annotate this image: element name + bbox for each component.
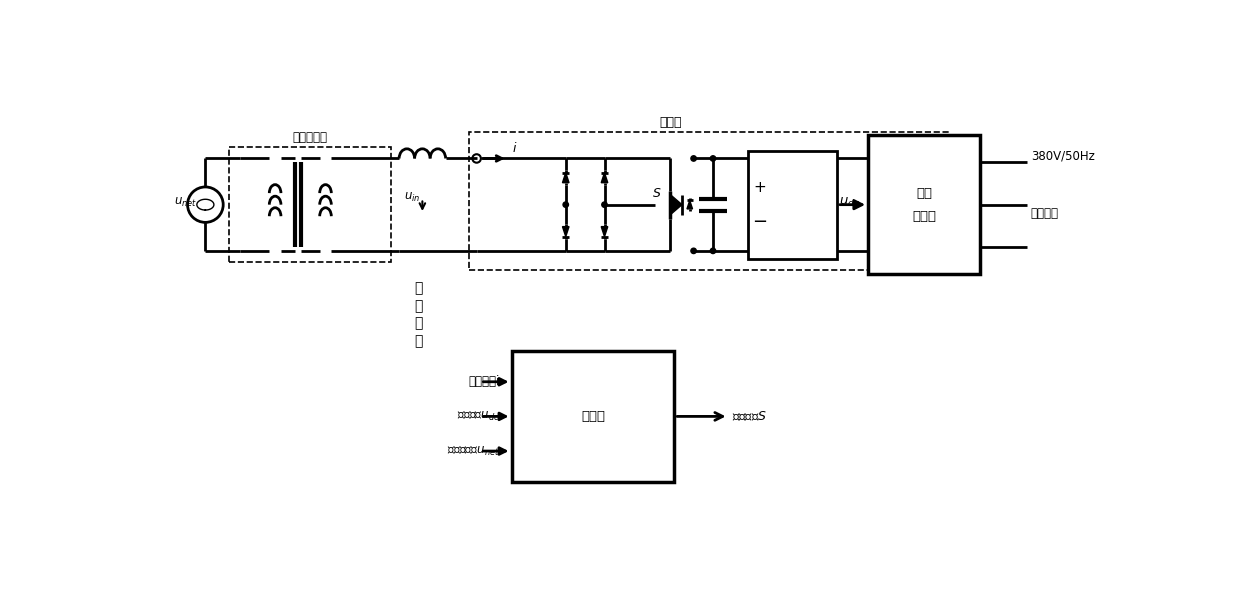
Bar <box>868 135 981 274</box>
Text: 三相: 三相 <box>916 187 932 200</box>
Text: −: − <box>751 213 768 231</box>
Text: 流: 流 <box>414 299 423 313</box>
Text: 控制器: 控制器 <box>580 410 605 423</box>
Text: 牵引变压器: 牵引变压器 <box>293 131 327 144</box>
Polygon shape <box>601 173 608 183</box>
Text: 交流电流i: 交流电流i <box>469 375 500 388</box>
Text: 逆变器: 逆变器 <box>913 210 936 223</box>
Text: $i$: $i$ <box>511 141 517 154</box>
Text: $u_{dc}$: $u_{dc}$ <box>839 196 861 209</box>
Circle shape <box>563 202 568 207</box>
Circle shape <box>691 248 697 253</box>
Text: 交: 交 <box>414 282 423 296</box>
Polygon shape <box>563 227 569 237</box>
Polygon shape <box>601 227 608 237</box>
Bar <box>469 131 950 270</box>
Text: 交流输出: 交流输出 <box>1030 207 1059 220</box>
Circle shape <box>711 155 715 161</box>
Polygon shape <box>563 173 569 183</box>
Circle shape <box>691 155 697 161</box>
Text: 入: 入 <box>414 334 423 348</box>
Text: 380V/50Hz: 380V/50Hz <box>1030 150 1095 163</box>
Text: 脉冲指令$S$: 脉冲指令$S$ <box>733 410 768 423</box>
Text: 输: 输 <box>414 316 423 330</box>
Text: 直流电压$u_{dc}$: 直流电压$u_{dc}$ <box>458 410 500 423</box>
Bar <box>511 351 675 482</box>
Text: $u_{in}$: $u_{in}$ <box>404 190 420 204</box>
Text: +: + <box>753 180 766 195</box>
Circle shape <box>711 248 715 253</box>
Polygon shape <box>671 194 682 214</box>
Text: 接触网电压$u_{net}$: 接触网电压$u_{net}$ <box>446 445 500 458</box>
Polygon shape <box>687 200 692 209</box>
Bar <box>748 151 837 259</box>
Bar <box>228 147 392 263</box>
Text: $u_{net}$: $u_{net}$ <box>175 196 197 209</box>
Circle shape <box>601 202 608 207</box>
Text: 整流器: 整流器 <box>660 116 682 129</box>
Text: $S$: $S$ <box>652 187 662 200</box>
